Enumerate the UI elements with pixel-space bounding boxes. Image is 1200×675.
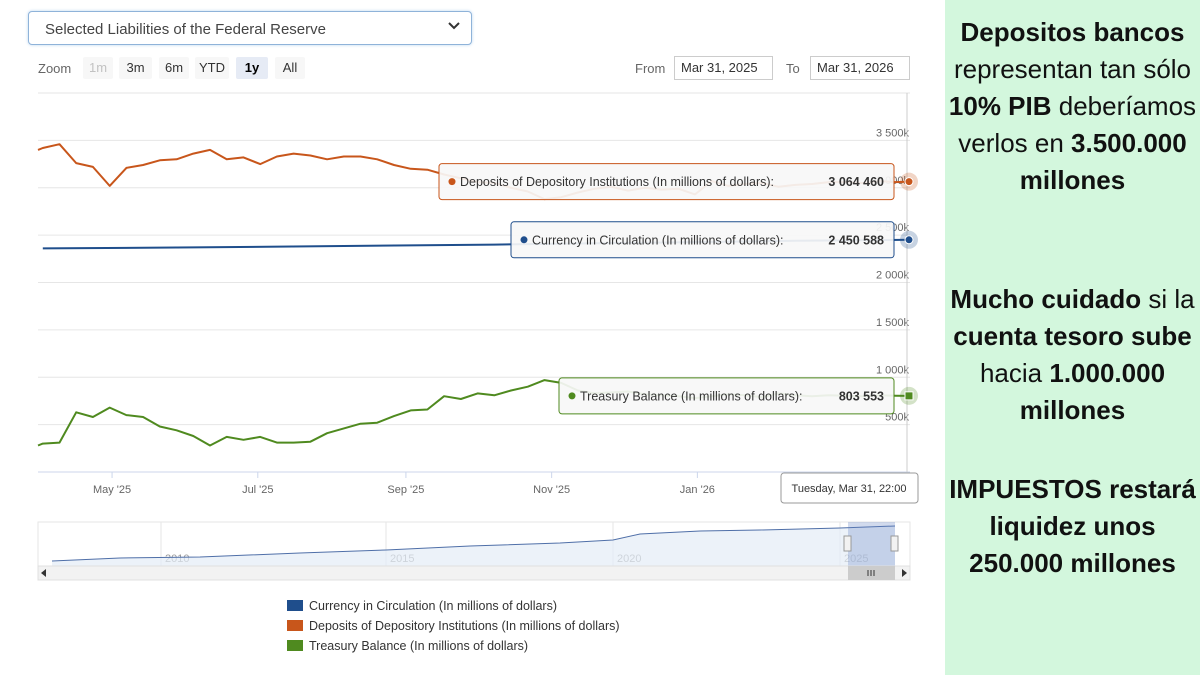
legend-item-treasury[interactable]: Treasury Balance (In millions of dollars… bbox=[287, 637, 528, 655]
zoom-button-all[interactable]: All bbox=[275, 57, 305, 79]
scrollbar-track bbox=[37, 565, 911, 581]
crosshair-date-text: Tuesday, Mar 31, 22:00 bbox=[792, 483, 907, 495]
tooltip-series-dot bbox=[568, 392, 576, 400]
tooltip-deposits: Deposits of Depository Institutions (In … bbox=[438, 163, 895, 201]
tooltip-value: 803 553 bbox=[839, 389, 884, 403]
zoom-label: Zoom bbox=[38, 61, 72, 76]
zoom-button-ytd[interactable]: YTD bbox=[195, 57, 229, 79]
scroll-left-arrow-icon bbox=[41, 569, 46, 577]
y-tick-label: 1 000k bbox=[876, 364, 910, 376]
y-tick-label: 1 500k bbox=[876, 317, 910, 329]
from-date-input[interactable]: Mar 31, 2025 bbox=[674, 56, 773, 80]
y-tick-label: 500k bbox=[885, 412, 909, 424]
to-date-input[interactable]: Mar 31, 2026 bbox=[810, 56, 910, 80]
tooltip-label: Treasury Balance (In millions of dollars… bbox=[580, 389, 803, 403]
x-tick-label: Jan '26 bbox=[680, 484, 715, 496]
commentary-text-run: 10% PIB bbox=[948, 91, 1052, 121]
commentary-taxes: IMPUESTOS restará liquidez unos 250.000 … bbox=[945, 471, 1200, 582]
commentary-text-run: si la bbox=[1141, 284, 1195, 314]
from-label: From bbox=[635, 61, 666, 76]
tooltip-box bbox=[558, 377, 895, 415]
commentary-treasury: Mucho cuidado si la cuenta tesoro sube h… bbox=[945, 281, 1200, 429]
commentary-text-run: cuenta tesoro sube bbox=[953, 321, 1192, 351]
commentary-text-run: hacia bbox=[979, 358, 1050, 388]
commentary-text-run: 3.500.000 millones bbox=[1019, 128, 1187, 195]
commentary-text-run: deberíamos verlos en bbox=[958, 91, 1197, 158]
commentary-text-run: Mucho cuidado bbox=[950, 284, 1142, 314]
tooltip-value: 3 064 460 bbox=[828, 175, 884, 189]
legend-swatch bbox=[287, 620, 303, 631]
scroll-right-arrow-icon bbox=[902, 569, 907, 577]
navigator-handle-right bbox=[890, 535, 899, 552]
legend-label: Currency in Circulation (In millions of … bbox=[309, 599, 557, 613]
tooltip-series-dot bbox=[448, 178, 456, 186]
x-tick-label: Jul '25 bbox=[242, 484, 273, 496]
legend-label: Treasury Balance (In millions of dollars… bbox=[309, 639, 529, 653]
tooltip-label: Deposits of Depository Institutions (In … bbox=[460, 175, 774, 189]
crosshair-date-label: Tuesday, Mar 31, 22:00 bbox=[780, 472, 919, 504]
x-tick-label: Nov '25 bbox=[533, 484, 570, 496]
navigator-handle-left bbox=[843, 535, 852, 552]
zoom-button-6m[interactable]: 6m bbox=[159, 57, 189, 79]
commentary-text-run: 1.000.000 millones bbox=[1019, 358, 1166, 425]
x-tick-label: May '25 bbox=[93, 484, 131, 496]
y-tick-label: 3 500k bbox=[876, 127, 910, 139]
tooltip-value: 2 450 588 bbox=[828, 233, 884, 247]
tooltip-series-dot bbox=[520, 236, 528, 244]
tooltip-treasury: Treasury Balance (In millions of dollars… bbox=[558, 377, 895, 415]
tooltip-box bbox=[510, 221, 895, 259]
legend-swatch bbox=[287, 640, 303, 651]
hover-marker-currency bbox=[904, 235, 914, 245]
legend-swatch bbox=[287, 600, 303, 611]
commentary-text-run: Depositos bancos bbox=[960, 17, 1185, 47]
hover-marker-treasury bbox=[904, 391, 914, 401]
tooltip-box bbox=[438, 163, 895, 201]
legend-item-currency[interactable]: Currency in Circulation (In millions of … bbox=[287, 597, 557, 615]
navigator-selection bbox=[848, 522, 895, 566]
tooltip-currency: Currency in Circulation (In millions of … bbox=[510, 221, 895, 259]
zoom-button-1m[interactable]: 1m bbox=[83, 57, 113, 79]
zoom-button-3m[interactable]: 3m bbox=[119, 57, 152, 79]
hover-marker-deposits bbox=[904, 177, 914, 187]
chart-selector-value: Selected Liabilities of the Federal Rese… bbox=[45, 21, 326, 38]
commentary-deposits: Depositos bancos representan tan sólo 10… bbox=[945, 14, 1200, 199]
y-tick-label: 2 000k bbox=[876, 270, 910, 282]
commentary-text-run: representan tan sólo bbox=[953, 54, 1192, 84]
legend-label: Deposits of Depository Institutions (In … bbox=[309, 619, 620, 633]
crosshair-date-box bbox=[780, 472, 919, 504]
legend-item-deposits[interactable]: Deposits of Depository Institutions (In … bbox=[287, 617, 620, 635]
chart-selector-dropdown[interactable]: Selected Liabilities of the Federal Rese… bbox=[28, 11, 472, 45]
navigator-series-line bbox=[51, 525, 896, 562]
commentary-panel: Depositos bancos representan tan sólo 10… bbox=[945, 0, 1200, 675]
chevron-down-icon bbox=[448, 22, 460, 30]
to-label: To bbox=[786, 61, 800, 76]
zoom-button-1y[interactable]: 1y bbox=[236, 57, 268, 79]
tooltip-label: Currency in Circulation (In millions of … bbox=[532, 233, 783, 247]
commentary-text-run: IMPUESTOS restará liquidez unos 250.000 … bbox=[949, 474, 1196, 578]
x-tick-label: Sep '25 bbox=[387, 484, 424, 496]
